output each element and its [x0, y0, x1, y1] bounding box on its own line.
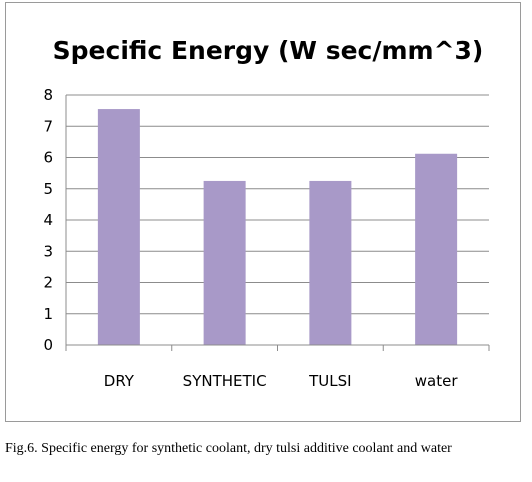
x-tick-label-water: water	[415, 372, 459, 390]
x-tick-labels: DRY SYNTHETIC TULSI water	[104, 372, 459, 390]
figure-caption: Fig.6. Specific energy for synthetic coo…	[5, 441, 452, 456]
x-tick-label-tulsi: TULSI	[308, 372, 351, 390]
bar-tulsi	[309, 180, 352, 345]
y-tick-label: 1	[43, 305, 53, 323]
axes	[65, 95, 490, 351]
chart-frame: Specific Energy (W sec/mm^3) 0 1 2 3 4 5 6 7 8 D…	[5, 2, 521, 422]
y-tick-label: 4	[43, 211, 53, 229]
chart-title: Specific Energy (W sec/mm^3)	[53, 36, 484, 65]
bar-water	[415, 153, 458, 345]
bar-dry	[97, 109, 140, 345]
y-tick-label: 8	[43, 86, 53, 104]
bars	[97, 109, 458, 345]
bar-chart: Specific Energy (W sec/mm^3) 0 1 2 3 4 5 6 7 8 D…	[43, 36, 490, 390]
y-tick-label: 0	[43, 336, 53, 354]
y-tick-labels: 0 1 2 3 4 5 6 7 8	[43, 86, 53, 354]
y-tick-label: 3	[43, 242, 53, 260]
bar-synthetic	[203, 180, 246, 345]
y-tick-label: 2	[43, 274, 53, 292]
y-tick-label: 7	[43, 117, 53, 135]
x-tick-label-dry: DRY	[104, 372, 135, 390]
y-tick-label: 5	[43, 180, 53, 198]
y-tick-label: 6	[43, 149, 53, 167]
x-tick-label-synthetic: SYNTHETIC	[183, 372, 267, 390]
